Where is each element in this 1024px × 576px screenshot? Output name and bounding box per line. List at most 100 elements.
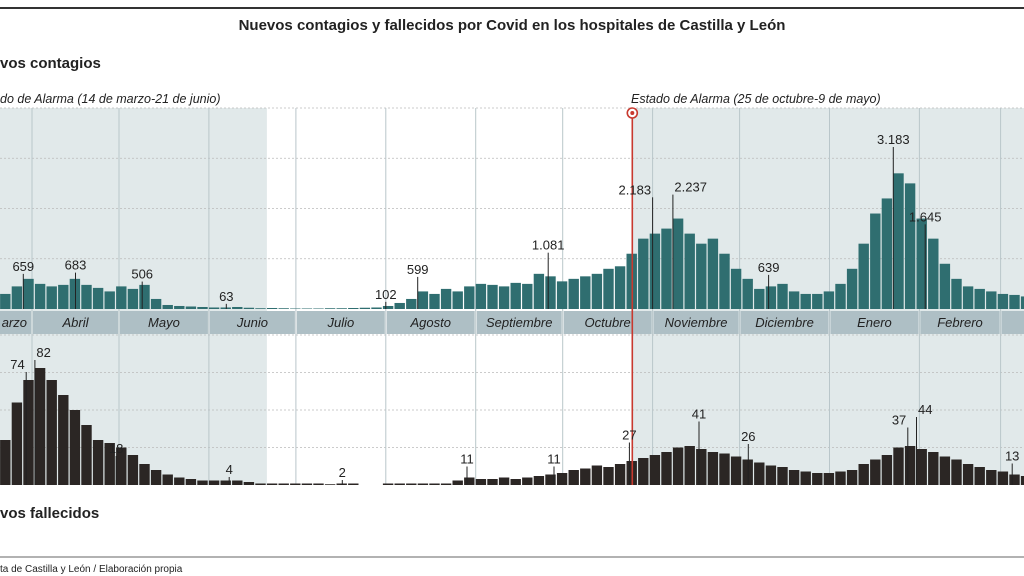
bar-contagios: [580, 276, 591, 309]
bar-contagios: [324, 308, 336, 309]
month-band: [386, 311, 475, 334]
month-band: [920, 311, 1000, 334]
bar-contagios: [104, 291, 115, 309]
bar-contagios: [638, 238, 649, 309]
bar-fallecidos: [614, 464, 626, 485]
bar-contagios: [243, 307, 255, 309]
bar-fallecidos: [823, 473, 835, 485]
bar-contagios: [881, 198, 893, 309]
bar-contagios: [591, 273, 603, 309]
bar-fallecidos: [116, 447, 127, 485]
chart-title: Nuevos contagios y fallecidos por Covid …: [239, 17, 786, 34]
month-band: [653, 311, 739, 334]
month-label: Abril: [61, 315, 89, 330]
bar-contagios: [777, 283, 788, 309]
alarm-marker-dot: [630, 111, 635, 115]
bar-contagios: [34, 283, 46, 309]
annotation-label: 683: [65, 258, 87, 273]
bar-fallecidos: [452, 480, 463, 485]
bar-contagios: [0, 293, 11, 309]
bar-contagios: [661, 228, 672, 309]
bar-fallecidos: [881, 455, 893, 485]
month-band: [120, 311, 208, 334]
month-label: Agosto: [410, 315, 451, 330]
bar-fallecidos: [336, 483, 347, 485]
bar-fallecidos: [707, 452, 719, 485]
bar-contagios: [1020, 296, 1024, 309]
bar-fallecidos: [858, 464, 869, 485]
bar-fallecidos: [487, 479, 498, 485]
bar-fallecidos: [904, 446, 916, 485]
bar-fallecidos: [174, 477, 185, 485]
bar-contagios: [266, 307, 278, 309]
annotation-label: 74: [10, 357, 24, 372]
bar-contagios: [962, 286, 974, 309]
bar-contagios: [568, 278, 579, 309]
bar-contagios: [174, 305, 185, 309]
annotation-label: 82: [36, 345, 50, 360]
bar-fallecidos: [986, 470, 997, 485]
bar-contagios: [997, 293, 1009, 309]
bar-fallecidos: [742, 459, 753, 485]
bar-contagios: [696, 243, 707, 309]
bar-contagios: [11, 286, 23, 309]
bar-fallecidos: [69, 410, 81, 485]
annotation-label: 1.645: [909, 209, 942, 224]
annotation-label: 63: [219, 289, 233, 304]
bar-contagios: [487, 284, 498, 309]
bar-contagios: [823, 291, 835, 309]
bar-contagios: [858, 243, 869, 309]
bar-contagios: [684, 233, 695, 309]
annotation-label: 1.081: [532, 238, 565, 253]
month-band: [209, 311, 295, 334]
alarm-label-2: Estado de Alarma (25 de octubre-9 de may…: [631, 92, 881, 106]
bar-contagios: [255, 308, 266, 309]
bar-contagios: [23, 278, 34, 309]
bar-contagios: [707, 238, 719, 309]
month-label: Diciembre: [755, 315, 814, 330]
bar-fallecidos: [23, 380, 34, 485]
bar-fallecidos: [255, 483, 266, 485]
bar-fallecidos: [893, 447, 904, 485]
bar-contagios: [185, 306, 197, 309]
bar-fallecidos: [475, 479, 487, 485]
annotation-label: 37: [892, 413, 906, 428]
month-label: Mayo: [148, 315, 180, 330]
annotation-label: 11: [547, 452, 561, 467]
annotation-label: 26: [741, 429, 755, 444]
month-band: [740, 311, 829, 334]
bar-fallecidos: [974, 467, 985, 485]
bar-contagios: [719, 253, 730, 309]
bar-fallecidos: [348, 483, 359, 485]
bar-contagios: [951, 278, 962, 309]
bar-fallecidos: [266, 483, 278, 485]
annotation-label: 639: [758, 260, 780, 275]
bar-fallecidos: [139, 464, 150, 485]
bar-contagios: [348, 307, 359, 309]
bar-contagios: [533, 273, 545, 309]
bar-contagios: [986, 291, 997, 309]
bar-fallecidos: [510, 479, 521, 485]
bar-contagios: [116, 286, 127, 309]
bar-fallecidos: [197, 480, 208, 485]
bar-fallecidos: [788, 470, 800, 485]
bar-fallecidos: [719, 453, 730, 485]
month-label: Junio: [236, 315, 268, 330]
bar-fallecidos: [127, 455, 139, 485]
month-label: Octubre: [585, 315, 631, 330]
bar-fallecidos: [696, 449, 707, 485]
bar-contagios: [58, 284, 69, 309]
bar-contagios: [208, 307, 220, 309]
bar-contagios: [765, 286, 777, 309]
bar-fallecidos: [556, 473, 568, 485]
bar-fallecidos: [278, 483, 289, 485]
bar-fallecidos: [104, 443, 115, 485]
month-label: arzo: [2, 315, 27, 330]
month-band: [0, 311, 31, 334]
bar-contagios: [974, 288, 985, 309]
bar-contagios: [893, 173, 904, 309]
bar-fallecidos: [835, 471, 846, 485]
bar-fallecidos: [800, 471, 811, 485]
bar-fallecidos: [34, 368, 46, 485]
annotation-label: 659: [12, 259, 34, 274]
